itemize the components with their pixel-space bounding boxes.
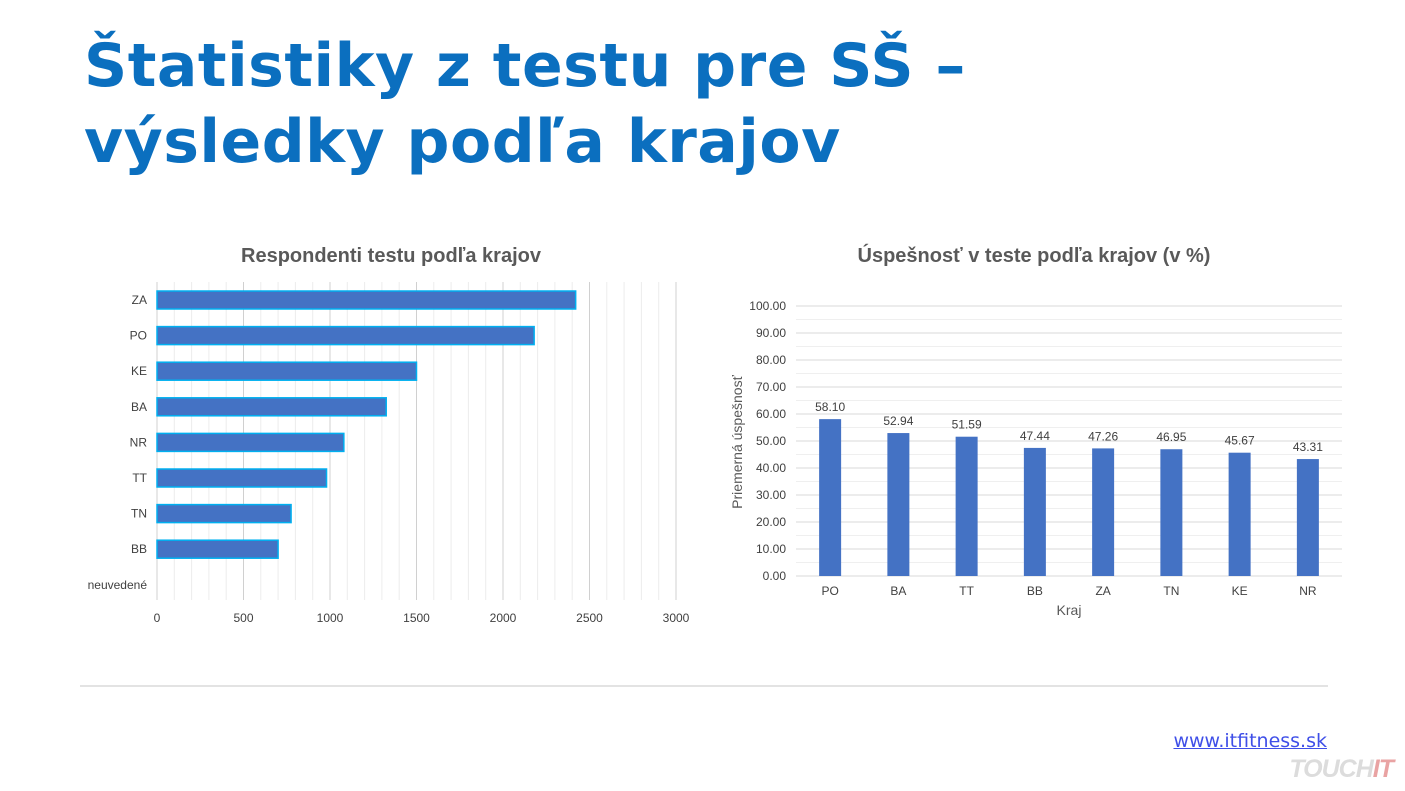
success-rate-bar [887, 433, 910, 576]
x-tick-label: 2000 [490, 611, 517, 625]
respondents-chart-title: Respondenti testu podľa krajov [241, 245, 542, 267]
y-tick-label: 40.00 [756, 461, 786, 475]
success-rate-chart-title: Úspešnosť v teste podľa krajov (v %) [858, 243, 1211, 267]
x-category-label: BB [1027, 584, 1043, 598]
respondents-bar [156, 539, 279, 559]
x-tick-label: 1000 [317, 611, 344, 625]
y-category-label: TN [131, 507, 147, 521]
y-category-label: ZA [132, 293, 147, 307]
y-tick-label: 50.00 [756, 434, 786, 448]
x-category-label: TN [1163, 584, 1179, 598]
x-tick-label: 500 [233, 611, 253, 625]
watermark-touch: TOUCH [1289, 755, 1373, 783]
respondents-bar [156, 432, 345, 453]
x-tick-label: 2500 [576, 611, 603, 625]
y-category-label: BB [131, 542, 147, 556]
bar-data-label: 52.94 [883, 414, 913, 428]
x-category-label: PO [821, 584, 838, 598]
x-tick-label: 3000 [663, 611, 690, 625]
x-category-label: BA [890, 584, 906, 598]
y-category-label: BA [131, 400, 147, 414]
bar-data-label: 43.31 [1293, 440, 1323, 454]
y-category-label: TT [132, 471, 147, 485]
bar-data-label: 46.95 [1156, 430, 1186, 444]
x-category-label: ZA [1095, 584, 1110, 598]
y-category-label: NR [130, 435, 148, 449]
bar-data-label: 47.44 [1020, 429, 1050, 443]
respondents-bar [156, 468, 328, 488]
respondents-bar [156, 325, 535, 346]
respondents-bar [156, 503, 292, 524]
x-category-label: TT [959, 584, 974, 598]
footer-divider [80, 685, 1328, 687]
success-rate-bar [1160, 449, 1183, 576]
y-tick-label: 20.00 [756, 515, 786, 529]
bar-data-label: 45.67 [1225, 434, 1255, 448]
touchit-watermark: TOUCHIT [1289, 755, 1394, 784]
x-tick-label: 0 [154, 611, 161, 625]
y-tick-label: 10.00 [756, 542, 786, 556]
x-tick-label: 1500 [403, 611, 430, 625]
y-tick-label: 60.00 [756, 407, 786, 421]
y-tick-label: 30.00 [756, 488, 786, 502]
success-rate-bar [1092, 448, 1115, 576]
y-tick-label: 70.00 [756, 380, 786, 394]
success-rate-bar [1296, 459, 1319, 576]
x-category-label: NR [1299, 584, 1317, 598]
respondents-bar [156, 397, 387, 417]
respondents-bar [156, 361, 418, 381]
respondents-bar [156, 290, 577, 310]
y-tick-label: 100.00 [749, 299, 786, 313]
watermark-it: IT [1372, 755, 1394, 783]
bar-data-label: 58.10 [815, 400, 845, 414]
itfitness-link[interactable]: www.itfitness.sk [1173, 730, 1327, 752]
success-rate-x-axis-title: Kraj [1057, 602, 1082, 618]
bar-data-label: 51.59 [952, 418, 982, 432]
y-tick-label: 90.00 [756, 326, 786, 340]
success-rate-bar [955, 436, 978, 576]
y-category-label: neuvedené [88, 578, 148, 592]
success-rate-y-axis-title: Priemerná úspešnosť [729, 374, 745, 508]
y-category-label: KE [131, 364, 147, 378]
y-tick-label: 80.00 [756, 353, 786, 367]
x-category-label: KE [1232, 584, 1248, 598]
success-rate-bar [1228, 452, 1251, 576]
success-rate-bar [819, 419, 842, 576]
success-rate-bar [1023, 447, 1046, 576]
y-category-label: PO [130, 329, 147, 343]
bar-data-label: 47.26 [1088, 429, 1118, 443]
y-tick-label: 0.00 [763, 569, 787, 583]
slide-title: Štatistiky z testu pre SŠ – výsledky pod… [84, 31, 966, 177]
